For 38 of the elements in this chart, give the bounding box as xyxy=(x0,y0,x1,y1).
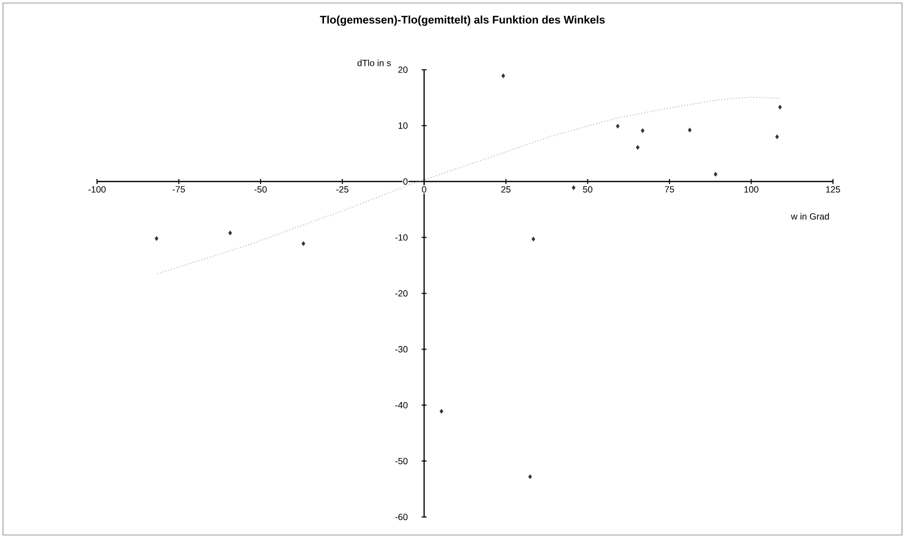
y-tick-label: -20 xyxy=(395,290,408,297)
y-tick-label: -10 xyxy=(395,234,408,241)
point xyxy=(440,408,444,414)
x-tick-label: 100 xyxy=(744,186,758,193)
y-tick-label: -50 xyxy=(395,458,408,464)
line-series xyxy=(156,96,780,274)
point xyxy=(714,172,718,177)
x-tick-label: 75 xyxy=(664,186,674,192)
point xyxy=(636,145,640,150)
x-tick-label: 125 xyxy=(826,186,840,193)
chart-title: Tlo(gemessen)-Tlo(gemittelt) als Funktion des Winkels xyxy=(320,16,605,26)
x-tick-label: 50 xyxy=(583,186,592,193)
point xyxy=(688,128,692,132)
y-tick-label: 20 xyxy=(398,66,408,73)
x-tick-label: -75 xyxy=(172,186,185,192)
y-axis-title: dTlo in s xyxy=(358,60,391,66)
point xyxy=(501,73,506,78)
point xyxy=(528,474,532,480)
point xyxy=(778,104,782,110)
point xyxy=(572,185,576,190)
x-tick-label: -50 xyxy=(254,186,267,193)
x-tick-label: -100 xyxy=(88,186,106,193)
point xyxy=(616,124,620,129)
y-tick-label: 0 xyxy=(403,178,408,185)
y-tick-label: -30 xyxy=(395,346,408,352)
point xyxy=(640,128,644,134)
x-tick-label: 25 xyxy=(501,186,511,193)
point xyxy=(775,134,779,140)
point xyxy=(532,236,536,242)
x-axis-title: w in Grad xyxy=(790,212,829,220)
y-tick-label: -60 xyxy=(395,514,408,520)
point xyxy=(228,230,232,236)
point xyxy=(302,241,306,246)
point xyxy=(154,236,158,241)
x-tick-label: -25 xyxy=(336,186,348,193)
y-tick-label: 10 xyxy=(398,122,408,129)
x-tick-label: 0 xyxy=(422,186,426,193)
y-tick-label: -40 xyxy=(395,402,408,408)
